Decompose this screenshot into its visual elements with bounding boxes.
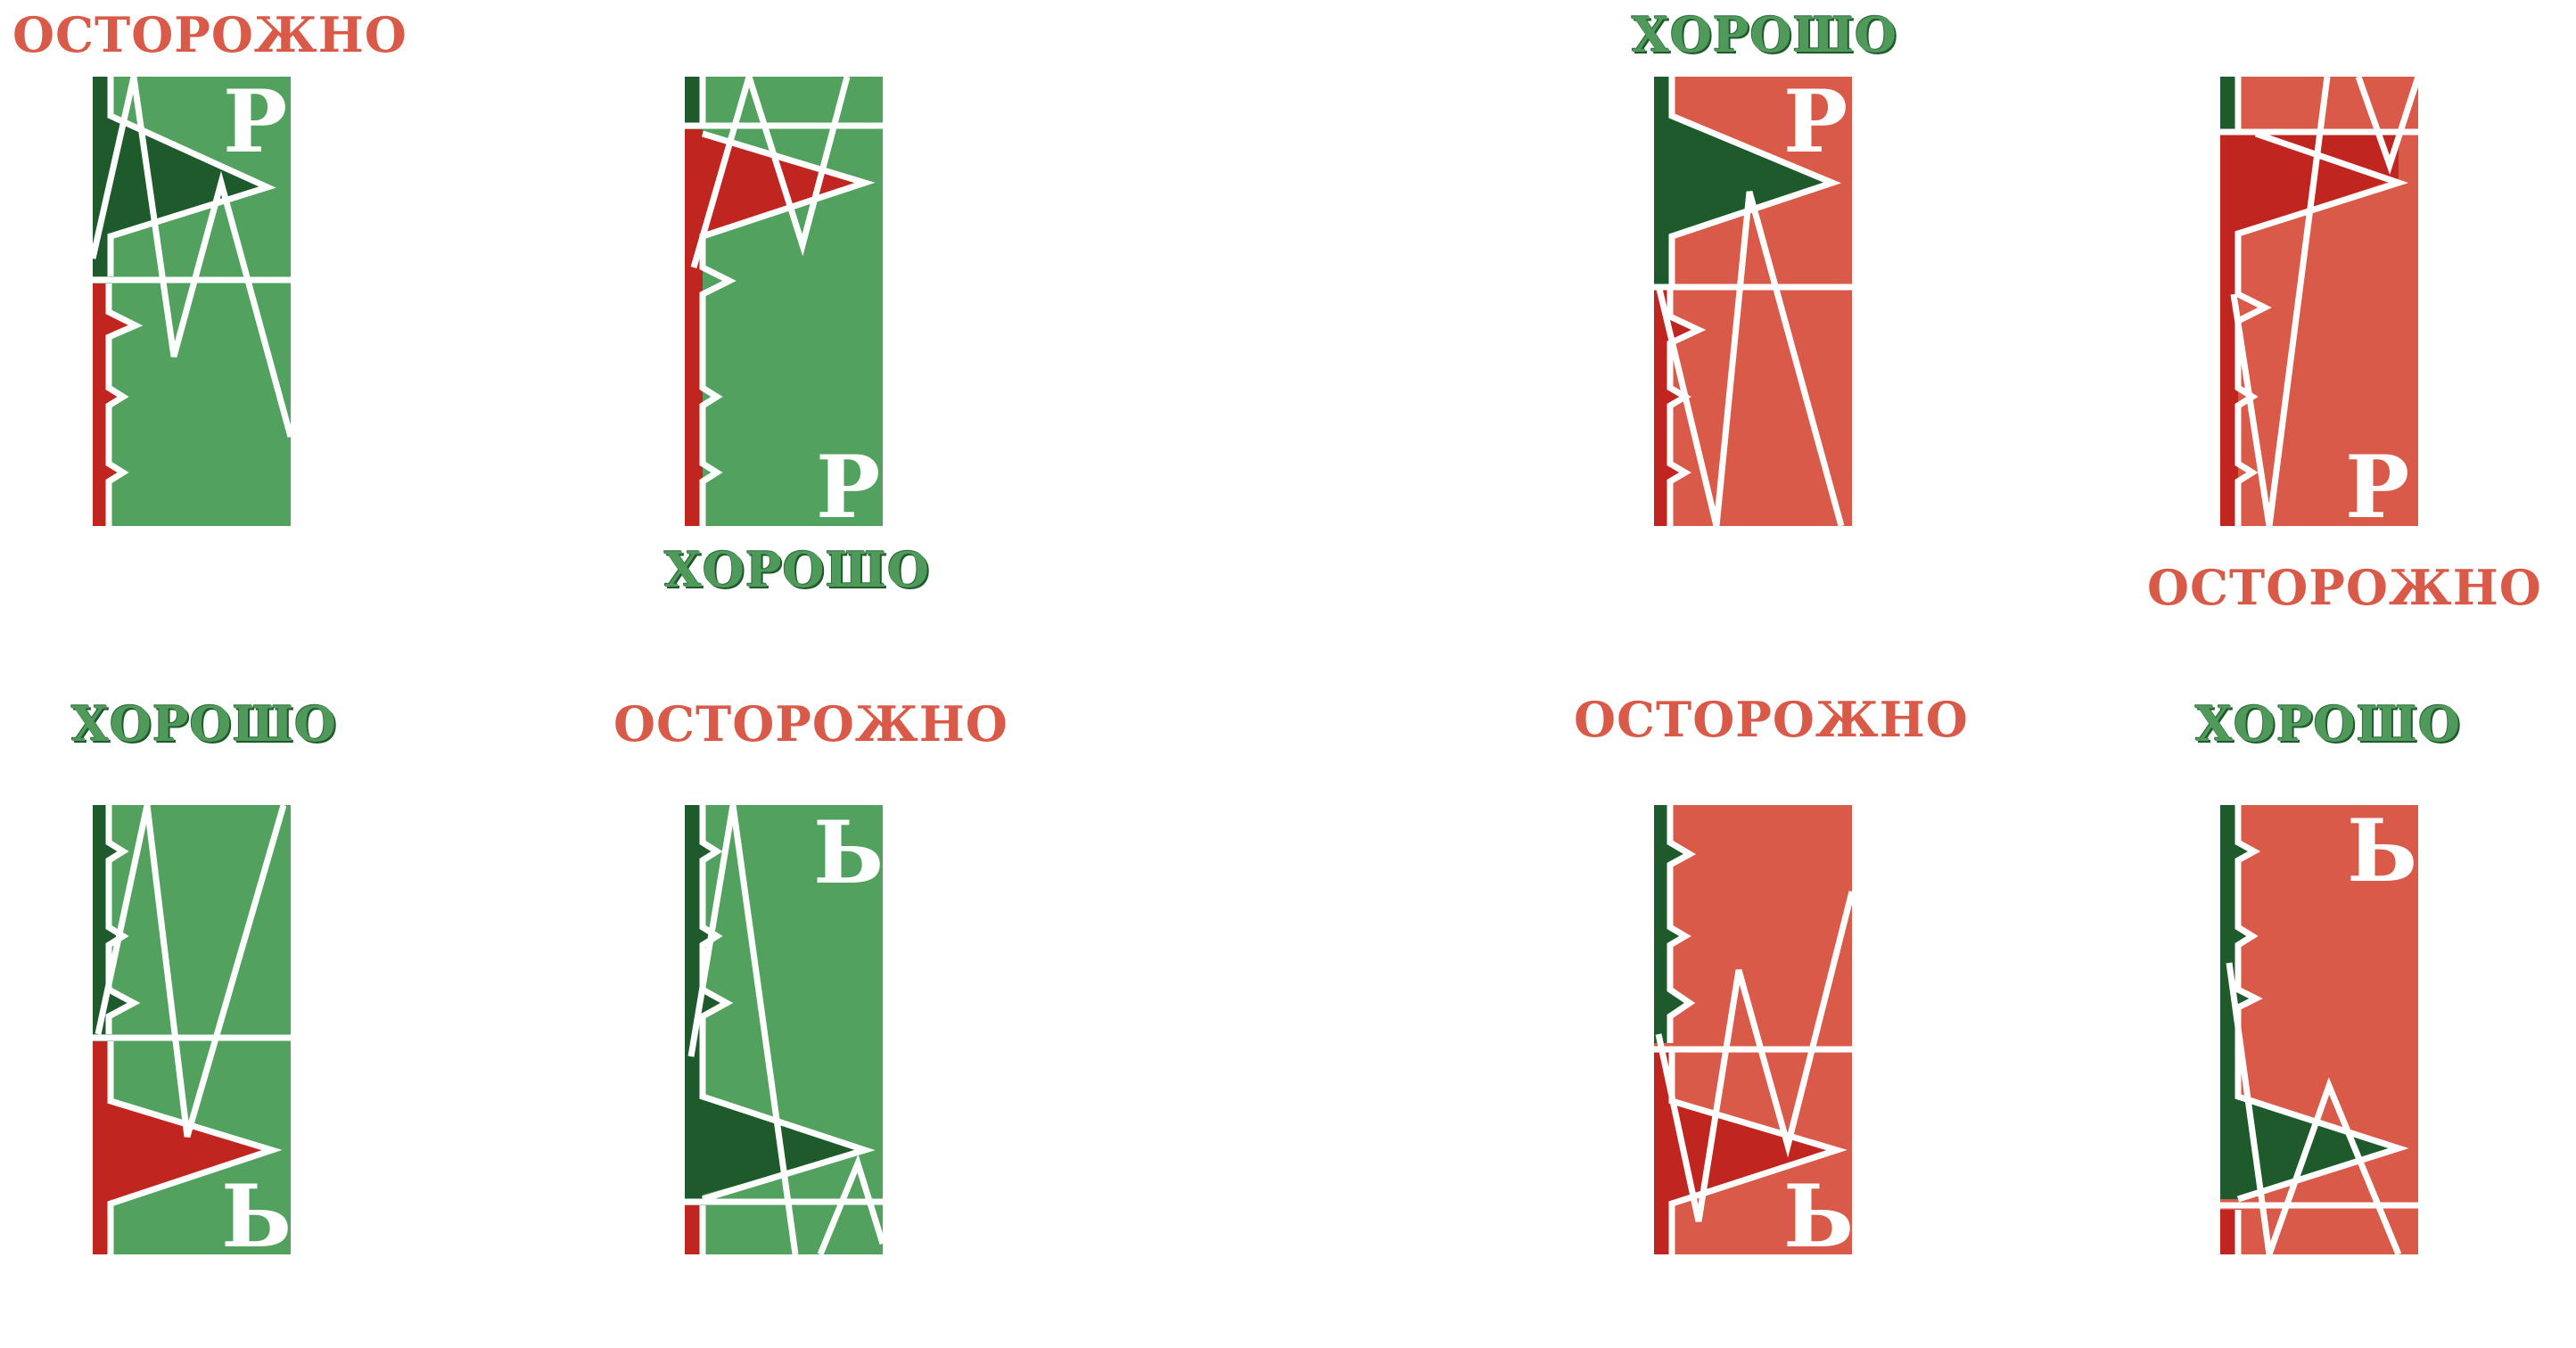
label-good-2: ХОРОШО bbox=[1632, 6, 1898, 63]
white-line bbox=[107, 77, 276, 276]
white-line bbox=[687, 804, 799, 1255]
letter-p-3: Р bbox=[1783, 71, 1848, 172]
label-warn-2: ОСТОРОЖНО bbox=[2147, 559, 2542, 616]
white-line bbox=[95, 804, 287, 1138]
label-warn-1: ОСТОРОЖНО bbox=[12, 6, 407, 63]
white-line bbox=[690, 65, 851, 268]
label-good-3: ХОРОШО bbox=[71, 695, 338, 752]
panel-shape bbox=[2220, 1210, 2238, 1254]
white-line bbox=[2234, 805, 2409, 1203]
white-line bbox=[105, 805, 141, 1034]
panel-2: Р bbox=[685, 65, 883, 538]
label-warn-4: ОСТОРОЖНО bbox=[1574, 691, 1969, 748]
white-line bbox=[2230, 76, 2331, 527]
white-line bbox=[817, 1154, 886, 1256]
white-line bbox=[107, 1041, 283, 1254]
letter-soft-1: Ь bbox=[221, 1166, 292, 1267]
panel-shape bbox=[685, 77, 703, 123]
white-line bbox=[1668, 77, 1841, 285]
label-good-1: ХОРОШО bbox=[664, 541, 931, 598]
panel-3: Р bbox=[1654, 71, 1852, 527]
panel-shape bbox=[93, 1041, 272, 1254]
letter-p-4: Р bbox=[2345, 437, 2409, 538]
panel-shape bbox=[1654, 1052, 1837, 1254]
panel-shape bbox=[685, 1205, 703, 1254]
letter-p-2: Р bbox=[816, 437, 880, 538]
label-warn-3: ОСТОРОЖНО bbox=[613, 695, 1008, 752]
white-line bbox=[1655, 191, 1845, 527]
panel-5: Ь bbox=[93, 804, 292, 1267]
label-good-4: ХОРОШО bbox=[2195, 695, 2462, 752]
panel-shape bbox=[1654, 290, 1699, 526]
white-line bbox=[2234, 130, 2409, 526]
white-line bbox=[1655, 891, 1856, 1222]
white-line bbox=[699, 805, 876, 1203]
panel-shape bbox=[2220, 77, 2238, 130]
panel-shape bbox=[93, 284, 136, 526]
white-line bbox=[2355, 75, 2422, 175]
letter-soft-2: Ь bbox=[813, 802, 884, 903]
panel-6: Ь bbox=[685, 802, 886, 1256]
letter-soft-4: Ь bbox=[2347, 801, 2417, 901]
panel-4: Р bbox=[2220, 75, 2422, 538]
white-line bbox=[1667, 805, 1697, 1043]
panel-7: Ь bbox=[1654, 805, 1856, 1267]
white-line bbox=[2226, 962, 2402, 1256]
white-line bbox=[89, 76, 294, 438]
panel-shape bbox=[685, 129, 865, 526]
panel-shape bbox=[93, 805, 134, 1034]
panel-8: Ь bbox=[2220, 801, 2418, 1256]
letter-p-1: Р bbox=[223, 71, 287, 172]
panel-shape bbox=[1654, 805, 1690, 1043]
letter-soft-3: Ь bbox=[1783, 1166, 1854, 1267]
panel-1: Р bbox=[89, 71, 294, 526]
white-line bbox=[105, 284, 144, 526]
